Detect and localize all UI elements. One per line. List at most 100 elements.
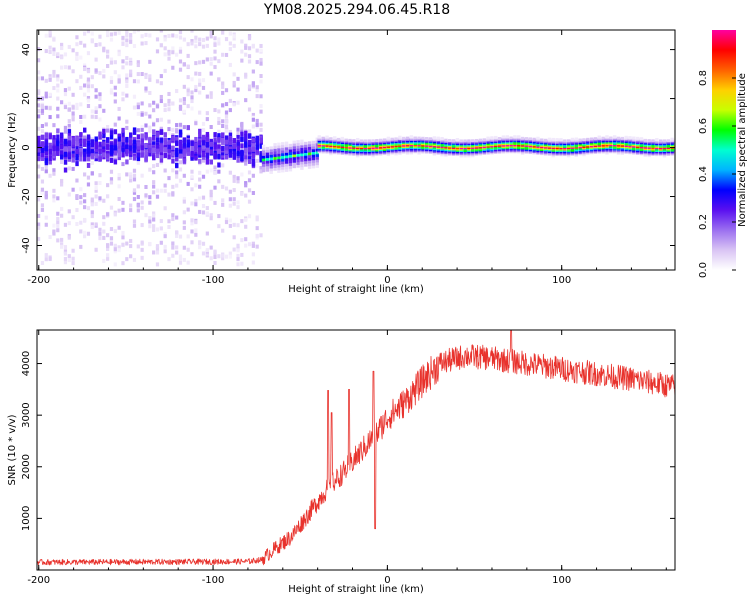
spectrogram-cell <box>277 150 281 154</box>
spectrogram-cell <box>205 247 209 252</box>
spectrogram-cell <box>190 221 194 226</box>
spectrogram-cell <box>175 245 179 250</box>
spectrogram-cell <box>44 158 49 164</box>
spectrogram-cell <box>186 247 190 252</box>
spectrogram-cell <box>63 125 68 130</box>
spectrogram-cell <box>152 213 156 218</box>
spectrogram-cell <box>359 139 364 143</box>
spectrogram-cell <box>251 140 256 146</box>
spectrogram-cell <box>205 147 210 153</box>
spectrogram-cell <box>213 140 217 146</box>
spectrogram-cell <box>79 151 83 157</box>
snr-x-ticks: -200 -100 0 100 <box>27 330 667 586</box>
spectrogram-cell <box>44 146 49 152</box>
spectrogram-cell <box>44 195 48 200</box>
spectrogram-cell <box>194 88 198 93</box>
spectrogram-cell <box>152 170 156 175</box>
spectrogram-cell <box>224 52 229 57</box>
spectrogram-cell <box>109 57 114 62</box>
spectrogram-cell <box>159 43 163 48</box>
spectrogram-cell <box>244 154 248 160</box>
spectrogram-cell <box>132 143 137 149</box>
spectrogram-cell <box>240 49 244 54</box>
spectrogram-cell <box>259 143 263 149</box>
spectrogram-cell <box>90 160 94 165</box>
spectrogram-cell <box>159 150 164 156</box>
colorbar-tick-label: 0.6 <box>698 118 709 134</box>
spectrogram-cell <box>281 158 285 162</box>
spectrogram-x-tick-label: -100 <box>202 275 225 286</box>
spectrogram-cell <box>261 161 266 165</box>
spectrogram-cell <box>247 107 252 112</box>
spectrogram-cell <box>228 108 232 113</box>
spectrogram-cell <box>417 136 421 140</box>
spectrogram-cell <box>113 249 117 254</box>
spectrogram-cell <box>259 61 263 66</box>
spectrogram-cell <box>209 30 213 35</box>
spectrogram-cell <box>265 168 270 172</box>
spectrogram-cell <box>232 83 236 88</box>
spectrogram-cell <box>132 190 137 195</box>
spectrogram-cell <box>292 143 296 147</box>
spectrogram-cell <box>221 228 225 233</box>
spectrogram-cell <box>109 79 114 84</box>
spectrogram-cell <box>261 144 266 148</box>
spectrogram-cell <box>186 234 190 239</box>
spectrogram-cell <box>102 68 106 73</box>
spectrogram-cell <box>228 170 232 175</box>
spectrogram-cell <box>37 156 41 162</box>
spectrogram-cell <box>632 136 636 140</box>
spectrogram-cell <box>121 65 125 70</box>
spectrogram-cell <box>612 135 617 139</box>
spectrogram-cell <box>536 136 540 140</box>
spectrogram-cell <box>140 247 144 252</box>
spectrogram-cell <box>251 153 256 159</box>
spectrogram-cell <box>288 168 293 172</box>
spectrogram-y-tick-label: -20 <box>21 188 32 204</box>
spectrogram-cell <box>224 220 229 225</box>
spectrogram-cell <box>125 83 129 88</box>
spectrogram-cell <box>159 219 163 224</box>
spectrogram-cell <box>292 165 296 169</box>
spectrogram-cell <box>152 164 156 169</box>
spectrogram-cell <box>136 145 141 151</box>
spectrogram-cell <box>86 134 91 140</box>
spectrogram-cell <box>451 139 456 143</box>
spectrogram-cell <box>144 193 148 198</box>
spectrogram-cell <box>75 208 79 213</box>
spectrogram-cell <box>159 188 163 193</box>
spectrogram-cell <box>155 149 160 155</box>
spectrogram-cell <box>281 155 285 159</box>
spectrogram-cell <box>63 222 68 227</box>
spectrogram-cell <box>232 34 236 39</box>
spectrogram-cell <box>259 137 263 143</box>
spectrogram-cell <box>37 135 41 141</box>
spectrogram-cell <box>259 104 263 109</box>
spectrogram-cell <box>121 162 125 167</box>
spectrogram-cell <box>113 243 117 248</box>
spectrogram-cell <box>90 210 94 215</box>
spectrogram-cell <box>144 75 148 80</box>
spectrogram-cell <box>132 127 137 133</box>
spectrogram-cell <box>178 254 183 259</box>
spectrogram-cell <box>155 188 160 193</box>
spectrogram-cell <box>277 167 281 171</box>
spectrogram-y-tick-label: -40 <box>21 237 32 253</box>
spectrogram-cell <box>251 241 255 246</box>
spectrogram-cell <box>90 84 94 89</box>
spectrogram-cell <box>163 231 167 236</box>
spectrogram-cell <box>261 166 266 170</box>
spectrogram-cell <box>83 135 87 140</box>
spectrogram-cell <box>217 148 221 154</box>
spectrogram-cell <box>132 197 137 202</box>
spectrogram-cell <box>106 153 110 159</box>
spectrogram-cell <box>455 138 460 142</box>
spectrogram-cell <box>86 142 91 148</box>
spectrogram-cell <box>311 165 316 169</box>
spectrogram-cell <box>213 36 217 41</box>
spectrogram-cell <box>94 147 98 153</box>
spectrogram-cell <box>159 81 163 86</box>
spectrogram-cell <box>144 86 148 91</box>
spectrogram-cell <box>198 90 202 95</box>
spectrogram-cell <box>136 195 140 200</box>
